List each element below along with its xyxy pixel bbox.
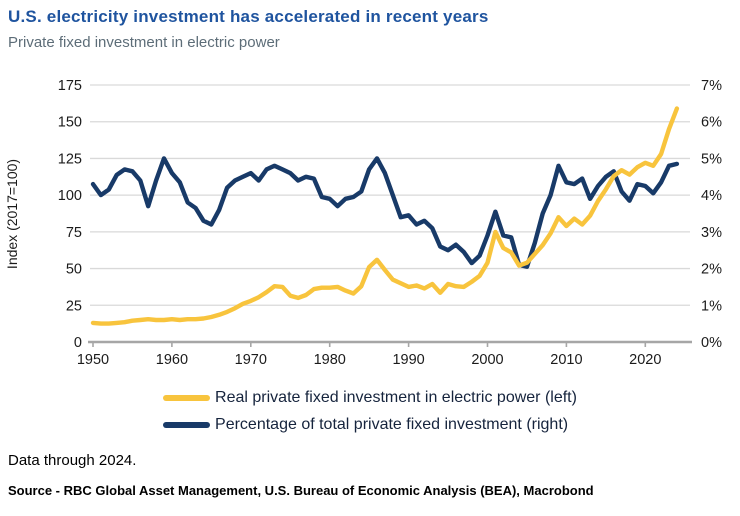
svg-text:2000: 2000	[471, 352, 503, 368]
legend-label-real-investment: Real private fixed investment in electri…	[215, 388, 577, 406]
svg-text:2%: 2%	[701, 262, 722, 278]
svg-text:1%: 1%	[701, 298, 722, 314]
svg-text:1990: 1990	[392, 352, 424, 368]
svg-text:1970: 1970	[235, 352, 267, 368]
left-axis-title: Index (2017=100)	[4, 159, 20, 269]
svg-text:100: 100	[58, 188, 82, 204]
svg-text:7%: 7%	[701, 78, 722, 94]
svg-text:1950: 1950	[77, 352, 109, 368]
x-axis-labels: 1950 1960 1970 1980 1990 2000 2010 2020	[77, 352, 662, 368]
gridlines	[90, 84, 690, 306]
legend-swatch-navy-line	[163, 421, 211, 428]
svg-text:4%: 4%	[701, 188, 722, 204]
svg-text:3%: 3%	[701, 225, 722, 241]
left-axis-labels: 0 25 50 75 100 125 150 175	[58, 78, 82, 351]
x-axis	[88, 340, 692, 347]
series-real-investment-line	[90, 106, 680, 326]
chart-header: U.S. electricity investment has accelera…	[0, 0, 740, 51]
svg-text:125: 125	[58, 151, 82, 167]
svg-text:0: 0	[74, 335, 82, 351]
svg-text:175: 175	[58, 78, 82, 94]
svg-text:2020: 2020	[629, 352, 661, 368]
chart-subtitle: Private fixed investment in electric pow…	[8, 34, 280, 51]
svg-text:75: 75	[66, 225, 82, 241]
legend-inner: Real private fixed investment in electri…	[163, 384, 577, 438]
svg-text:6%: 6%	[701, 115, 722, 131]
svg-text:1980: 1980	[314, 352, 346, 368]
chart-area: 0 25 50 75 100 125 150 175 0% 1% 2% 3% 4% 5% 6% 7% 1950 1…	[0, 62, 740, 378]
svg-text:0%: 0%	[701, 335, 722, 351]
series-percentage-line	[90, 156, 680, 269]
svg-text:50: 50	[66, 262, 82, 278]
svg-text:2010: 2010	[550, 352, 582, 368]
svg-text:1960: 1960	[156, 352, 188, 368]
svg-text:150: 150	[58, 115, 82, 131]
source-line: Source - RBC Global Asset Management, U.…	[8, 483, 594, 498]
svg-text:25: 25	[66, 298, 82, 314]
data-through-note: Data through 2024.	[8, 452, 137, 469]
legend-item-real-investment: Real private fixed investment in electri…	[163, 384, 577, 411]
svg-text:5%: 5%	[701, 151, 722, 167]
chart-title: U.S. electricity investment has accelera…	[8, 7, 489, 26]
legend-swatch-yellow-line	[163, 394, 211, 401]
legend-label-percentage: Percentage of total private fixed invest…	[215, 415, 569, 433]
right-axis-labels: 0% 1% 2% 3% 4% 5% 6% 7%	[701, 78, 722, 351]
legend-item-percentage: Percentage of total private fixed invest…	[163, 411, 577, 438]
legend: Real private fixed investment in electri…	[0, 384, 740, 438]
